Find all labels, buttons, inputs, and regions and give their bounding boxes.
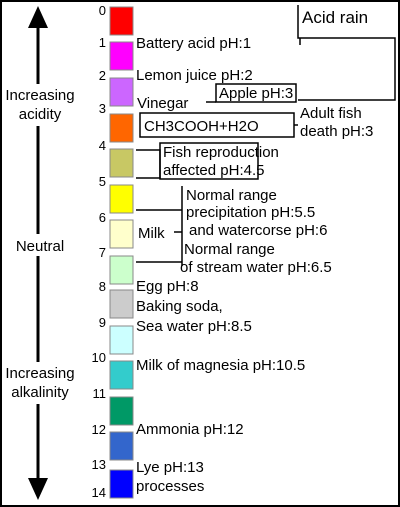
ph-swatch (109, 77, 134, 107)
ph-swatch (109, 148, 134, 178)
item-label: affected pH:4.5 (163, 162, 264, 179)
connector (297, 5, 396, 101)
item-label: Adult fish (300, 105, 362, 122)
ph-swatch (109, 360, 134, 390)
item-label: Milk of magnesia pH:10.5 (136, 357, 305, 374)
ph-swatch (109, 289, 134, 319)
left-label: Increasing (5, 87, 74, 104)
ph-number: 10 (92, 350, 106, 365)
arrow-head-down (28, 478, 48, 500)
ph-swatch (109, 113, 134, 143)
item-label: processes (136, 478, 204, 495)
item-label: of stream water pH:6.5 (180, 259, 332, 276)
box (215, 83, 297, 103)
ph-number: 2 (99, 68, 106, 83)
label-bg (4, 362, 76, 404)
item-label: Milk (138, 225, 165, 242)
item-label: Apple pH:3 (219, 85, 293, 102)
ph-number: 0 (99, 3, 106, 18)
ph-swatch (109, 469, 134, 499)
ph-swatch (109, 219, 134, 249)
ph-number: 13 (92, 457, 106, 472)
ph-swatch (109, 41, 134, 71)
item-label: Battery acid pH:1 (136, 35, 251, 52)
item-label: Fish reproduction (163, 144, 279, 161)
acid-rain: Acid rain (302, 8, 368, 27)
ph-swatch (109, 184, 134, 214)
ph-number: 11 (93, 386, 107, 401)
ph-number: 4 (99, 138, 106, 153)
item-label: death pH:3 (300, 123, 373, 140)
item-label: and watercorse pH:6 (189, 222, 327, 239)
ph-number: 3 (99, 101, 106, 116)
ph-number: 1 (99, 35, 106, 50)
box (159, 142, 259, 180)
item-label: Vinegar (137, 95, 188, 112)
ph-number: 9 (99, 315, 106, 330)
item-label: CH3COOH+H2O (144, 118, 259, 135)
ph-number: 12 (92, 422, 106, 437)
ph-number: 8 (99, 279, 106, 294)
ph-number: 14 (92, 485, 106, 500)
ph-number: 7 (99, 245, 106, 260)
item-label: Lye pH:13 (136, 459, 204, 476)
ph-number: 6 (99, 210, 106, 225)
item-label: precipitation pH:5.5 (186, 204, 315, 221)
label-bg (10, 234, 70, 256)
ph-swatch (109, 6, 134, 36)
ph-swatch (109, 325, 134, 355)
ph-swatch (109, 396, 134, 426)
label-bg (4, 84, 76, 126)
item-label: Baking soda, (136, 298, 223, 315)
ph-number: 5 (99, 174, 106, 189)
ph-swatch (109, 431, 134, 461)
left-label: Neutral (16, 238, 64, 255)
left-label: alkalinity (11, 384, 69, 401)
ph-swatch (109, 255, 134, 285)
item-label: Lemon juice pH:2 (136, 67, 253, 84)
item-label: Egg pH:8 (136, 278, 199, 295)
left-label: Increasing (5, 365, 74, 382)
item-label: Ammonia pH:12 (136, 421, 244, 438)
item-label: Normal range (184, 241, 275, 258)
item-label: Sea water pH:8.5 (136, 318, 252, 335)
left-label: acidity (19, 106, 62, 123)
arrow-head-up (28, 6, 48, 28)
item-label: Normal range (186, 187, 277, 204)
